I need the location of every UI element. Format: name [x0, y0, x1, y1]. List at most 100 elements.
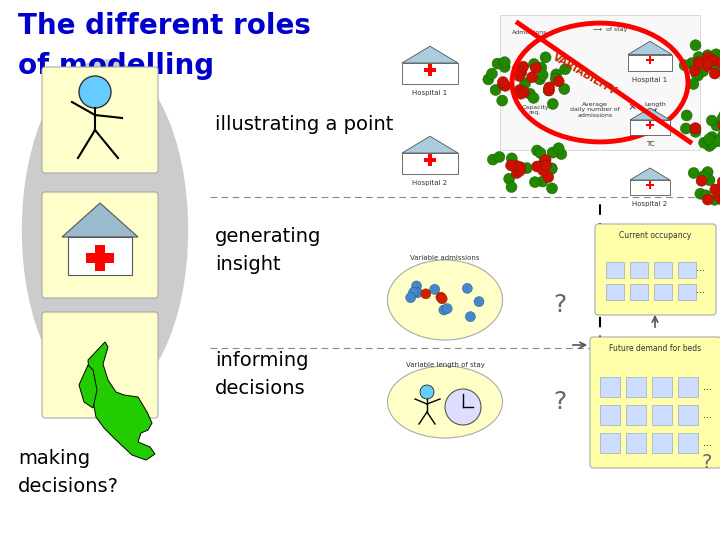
Circle shape — [526, 72, 538, 83]
Circle shape — [718, 50, 720, 61]
FancyBboxPatch shape — [630, 262, 648, 278]
Circle shape — [717, 181, 720, 192]
Circle shape — [498, 79, 508, 90]
Text: TC: TC — [646, 141, 654, 147]
Circle shape — [439, 305, 449, 315]
Circle shape — [553, 143, 564, 154]
Circle shape — [513, 63, 523, 74]
Circle shape — [498, 77, 508, 87]
Circle shape — [539, 156, 550, 167]
Circle shape — [699, 56, 710, 66]
Circle shape — [474, 296, 484, 307]
FancyBboxPatch shape — [600, 405, 620, 425]
FancyBboxPatch shape — [595, 224, 716, 315]
Circle shape — [559, 84, 570, 94]
Circle shape — [514, 165, 526, 176]
Circle shape — [506, 153, 517, 164]
Circle shape — [483, 74, 494, 85]
FancyBboxPatch shape — [590, 337, 720, 468]
Circle shape — [718, 130, 720, 140]
Circle shape — [494, 151, 505, 163]
Circle shape — [530, 63, 541, 73]
FancyBboxPatch shape — [424, 69, 436, 72]
Circle shape — [698, 137, 710, 148]
Circle shape — [405, 293, 415, 302]
Circle shape — [412, 281, 421, 291]
Text: Variable length of stay: Variable length of stay — [405, 362, 485, 368]
FancyBboxPatch shape — [626, 377, 646, 397]
Text: ...: ... — [703, 382, 712, 392]
Circle shape — [681, 110, 692, 121]
Circle shape — [518, 61, 528, 72]
Circle shape — [701, 57, 712, 68]
Circle shape — [719, 64, 720, 75]
Circle shape — [686, 58, 697, 69]
Circle shape — [513, 70, 525, 82]
Circle shape — [714, 191, 720, 201]
Circle shape — [445, 389, 481, 425]
Circle shape — [688, 78, 699, 90]
Circle shape — [712, 136, 720, 147]
Circle shape — [719, 193, 720, 204]
Polygon shape — [62, 203, 138, 237]
Circle shape — [690, 123, 701, 134]
Circle shape — [711, 120, 720, 131]
Circle shape — [544, 85, 554, 96]
Polygon shape — [628, 41, 672, 55]
Circle shape — [679, 60, 690, 71]
Circle shape — [499, 57, 510, 68]
Circle shape — [713, 64, 720, 76]
FancyBboxPatch shape — [606, 262, 624, 278]
Circle shape — [543, 172, 554, 183]
Circle shape — [521, 163, 532, 173]
Circle shape — [716, 57, 720, 68]
Circle shape — [546, 183, 557, 194]
FancyBboxPatch shape — [646, 59, 654, 62]
Text: illustrating a point: illustrating a point — [215, 116, 393, 134]
Text: The different roles: The different roles — [18, 12, 311, 40]
Circle shape — [693, 52, 704, 63]
Circle shape — [717, 112, 720, 124]
Circle shape — [559, 64, 570, 75]
Circle shape — [531, 145, 543, 156]
Circle shape — [515, 66, 526, 77]
Circle shape — [702, 52, 714, 63]
Circle shape — [715, 63, 720, 74]
Circle shape — [503, 173, 515, 184]
Circle shape — [534, 74, 545, 85]
Text: making
decisions?: making decisions? — [18, 449, 119, 496]
Circle shape — [690, 126, 701, 137]
Polygon shape — [79, 365, 97, 408]
Text: Hospital 2: Hospital 2 — [632, 201, 667, 207]
Circle shape — [546, 163, 557, 174]
FancyBboxPatch shape — [626, 433, 646, 453]
Text: ...: ... — [696, 285, 705, 295]
FancyBboxPatch shape — [649, 56, 652, 64]
Text: ...: ... — [696, 263, 705, 273]
Circle shape — [547, 98, 558, 110]
Circle shape — [420, 289, 431, 299]
Circle shape — [693, 70, 703, 81]
Circle shape — [702, 194, 714, 205]
Circle shape — [556, 148, 567, 160]
Circle shape — [546, 163, 557, 174]
Circle shape — [701, 190, 711, 201]
Circle shape — [515, 162, 526, 173]
Circle shape — [413, 288, 423, 298]
Circle shape — [690, 40, 701, 51]
FancyBboxPatch shape — [42, 312, 158, 418]
Text: Hospital 1: Hospital 1 — [632, 77, 667, 83]
FancyBboxPatch shape — [678, 405, 698, 425]
Circle shape — [689, 65, 701, 76]
Text: ...: ... — [703, 410, 712, 420]
Circle shape — [708, 55, 719, 66]
Circle shape — [543, 85, 554, 96]
FancyBboxPatch shape — [678, 433, 698, 453]
Circle shape — [544, 82, 554, 93]
Circle shape — [531, 161, 543, 172]
Circle shape — [696, 176, 707, 186]
Text: Capacity
req.: Capacity req. — [521, 105, 549, 116]
Circle shape — [541, 160, 552, 171]
Polygon shape — [630, 108, 670, 120]
Polygon shape — [88, 342, 155, 460]
